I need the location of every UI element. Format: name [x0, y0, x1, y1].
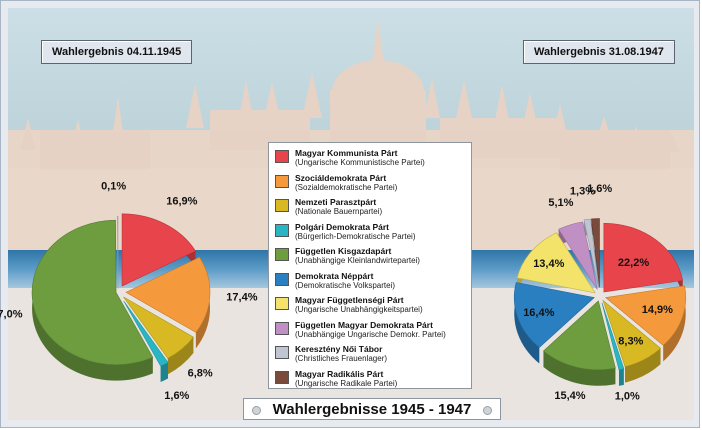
legend-item: Polgári Demokrata Párt (Bürgerlich-Demokr…	[275, 222, 465, 246]
legend-subtitle: (Ungarische Kommunistische Partei)	[295, 158, 425, 167]
legend-subtitle: (Nationale Bauernpartei)	[295, 207, 383, 216]
legend-item: Magyar Radikális Párt (Ungarische Radikal…	[275, 369, 465, 393]
left-chart-title: Wahlergebnis 04.11.1945	[41, 40, 193, 64]
legend-swatch	[275, 199, 289, 212]
legend-subtitle: (Christliches Frauenlager)	[295, 354, 388, 363]
pie-data-label: 0,1%	[101, 180, 126, 192]
pie-data-label: 6,8%	[188, 368, 213, 380]
legend-item: Független Magyar Demokrata Párt (Unabhäng…	[275, 320, 465, 344]
legend-name: Magyar Kommunista Párt	[295, 148, 398, 158]
bullet-right-icon	[483, 406, 492, 415]
pie-slice	[601, 302, 625, 371]
pie-slice	[558, 221, 598, 290]
pie-data-label: 16,4%	[523, 307, 554, 319]
pie-data-label: 16,9%	[166, 196, 197, 208]
pie-data-label: 17,4%	[226, 291, 257, 303]
legend-name: Független Magyar Demokrata Párt	[295, 319, 433, 330]
legend-subtitle: (Unabhängige Kleinlandwirtepartei)	[295, 256, 420, 265]
pie-data-label: 1,6%	[587, 183, 612, 195]
pie-slice	[121, 213, 196, 287]
legend-item: Független Kisgazdapárt (Unabhängige Klein…	[275, 246, 465, 270]
pie-slice	[603, 222, 684, 293]
pie-slice-side	[167, 337, 194, 375]
pie-slice	[602, 299, 661, 367]
legend-subtitle: (Demokratische Volkspartei)	[295, 280, 396, 290]
bottom-title-bar: Wahlergebnisse 1945 - 1947	[243, 398, 501, 420]
legend: Magyar Kommunista Párt (Ungarische Kommun…	[268, 142, 472, 389]
legend-item: Magyar Függetlenségi Párt (Ungarische Una…	[275, 295, 465, 319]
pie-slice-side	[618, 368, 624, 386]
legend-name: Nemzeti Parasztpárt	[295, 197, 377, 207]
legend-swatch	[275, 248, 289, 261]
pie-data-label: 1,0%	[615, 390, 640, 402]
pie-slice-side	[663, 285, 686, 362]
pie-slice	[516, 232, 596, 294]
pie-slice	[591, 218, 600, 288]
pie-data-label: 15,4%	[554, 390, 585, 402]
legend-subtitle: (Bürgerlich-Demokratische Partei)	[295, 231, 416, 241]
legend-item: Keresztény Női Tábor (Christliches Frauen…	[275, 344, 465, 368]
legend-swatch	[275, 370, 289, 384]
pie-slice-side	[160, 362, 168, 382]
pie-slice	[123, 296, 194, 359]
pie-slice	[31, 219, 154, 365]
right-chart-title: Wahlergebnis 31.08.1947	[523, 40, 675, 64]
legend-swatch	[275, 297, 289, 310]
legend-subtitle: (Unabhängige Ungarische Demokr. Partei)	[295, 329, 446, 339]
pie-data-label: 22,2%	[618, 257, 649, 269]
pie-data-label: 14,9%	[642, 304, 673, 316]
legend-name: Keresztény Női Tábor	[295, 344, 383, 354]
main-title: Wahlergebnisse 1945 - 1947	[272, 400, 472, 418]
bullet-left-icon	[252, 406, 261, 415]
pie-slice	[583, 218, 599, 288]
pie-data-label: 1,6%	[164, 390, 189, 402]
pie-slice-side	[514, 282, 540, 364]
legend-item: Szociáldemokrata Párt (Sozialdemokratisch…	[275, 173, 465, 197]
legend-name: Demokrata Néppárt	[295, 270, 374, 281]
legend-name: Magyar Függetlenségi Párt	[295, 295, 404, 305]
legend-item: Nemzeti Parasztpárt (Nationale Bauernpart…	[275, 197, 465, 221]
pie-data-label: 8,3%	[618, 335, 643, 347]
pie-data-label: 5,1%	[548, 197, 573, 209]
pie-slice	[123, 300, 169, 367]
pie-slice-side	[543, 350, 616, 386]
legend-name: Független Kisgazdapárt	[295, 246, 392, 256]
pie-chart-0: 16,9% 17,4% 6,8% 1,6% 57,0% 0,1%	[0, 180, 258, 402]
legend-subtitle: (Ungarische Unabhängigkeitspartei)	[295, 305, 423, 314]
legend-item: Demokrata Néppárt (Demokratische Volkspar…	[275, 271, 465, 295]
pie-slice-side	[625, 348, 661, 383]
legend-name: Szociáldemokrata Párt	[295, 172, 387, 183]
legend-swatch	[275, 346, 289, 359]
legend-subtitle: (Ungarische Radikale Partei)	[295, 378, 398, 388]
legend-name: Polgári Demokrata Párt	[295, 221, 390, 232]
pie-chart-1: 22,2% 14,9% 8,3% 1,0% 15,4% 16,4% 13,4% 5,1%1,3…	[514, 183, 687, 402]
pie-slice	[542, 300, 616, 371]
pie-slice-side	[32, 220, 153, 381]
pie-slice	[117, 216, 119, 289]
legend-swatch	[275, 150, 289, 163]
pie-slice	[125, 256, 211, 333]
pie-slice	[605, 285, 687, 346]
pie-data-label: 1,3%	[570, 185, 595, 197]
legend-swatch	[275, 321, 289, 335]
legend-subtitle: (Sozialdemokratische Partei)	[295, 182, 398, 192]
pie-data-label: 13,4%	[533, 258, 564, 270]
legend-swatch	[275, 174, 289, 188]
pie-slice	[514, 282, 595, 348]
legend-item: Magyar Kommunista Párt (Ungarische Kommun…	[275, 148, 465, 172]
legend-name: Magyar Radikális Párt	[295, 368, 384, 379]
pie-data-label: 57,0%	[0, 309, 23, 321]
legend-swatch	[275, 272, 289, 286]
legend-swatch	[275, 223, 289, 237]
